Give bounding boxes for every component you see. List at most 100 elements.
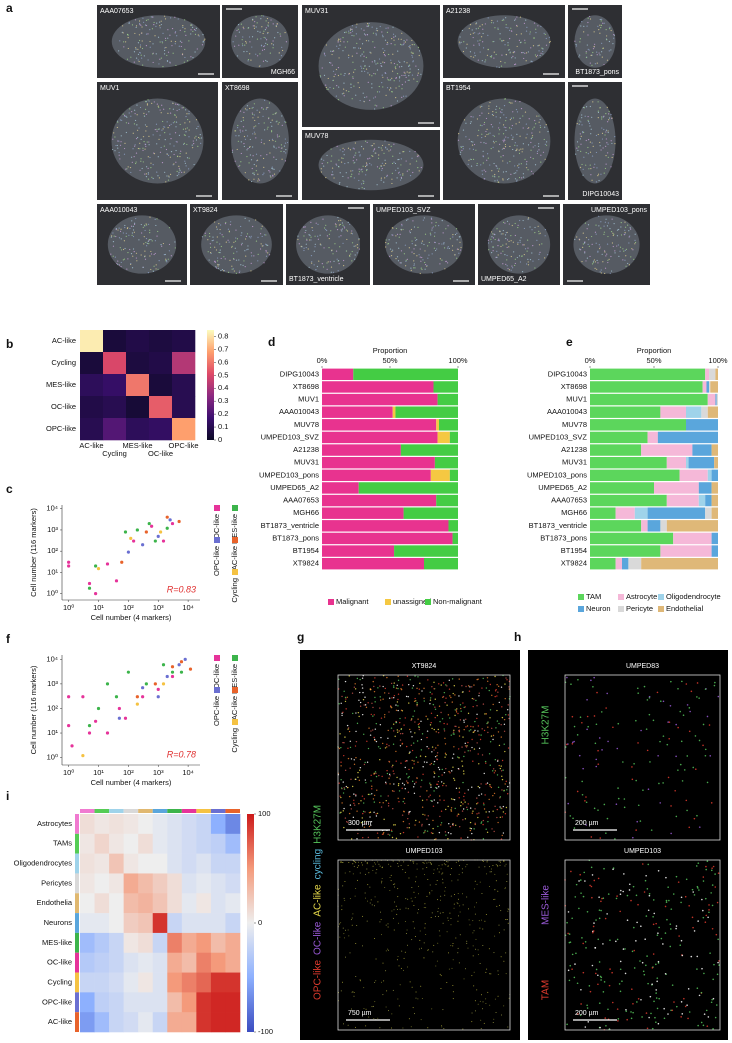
texture-dot (381, 180, 382, 181)
texture-dot (462, 782, 463, 783)
texture-dot (537, 45, 538, 46)
texture-dot (526, 167, 527, 168)
texture-dot (145, 109, 146, 110)
texture-dot (450, 833, 451, 834)
texture-dot (644, 938, 646, 940)
texture-dot (197, 126, 198, 127)
texture-dot (128, 48, 129, 49)
texture-dot (521, 52, 522, 53)
texture-dot (254, 103, 255, 104)
texture-dot (430, 884, 431, 885)
texture-dot (466, 943, 467, 944)
texture-dot (193, 140, 194, 141)
texture-dot (711, 867, 713, 869)
texture-dot (646, 915, 648, 917)
texture-dot (196, 128, 197, 129)
texture-dot (544, 33, 545, 34)
texture-dot (581, 722, 583, 724)
texture-dot (648, 909, 650, 911)
texture-dot (349, 224, 350, 225)
texture-dot (272, 175, 273, 176)
texture-dot (385, 55, 386, 56)
texture-dot (496, 54, 497, 55)
texture-dot (356, 925, 357, 926)
texture-dot (484, 808, 485, 809)
texture-dot (462, 893, 463, 894)
texture-dot (424, 250, 425, 251)
texture-dot (353, 162, 354, 163)
texture-dot (368, 794, 369, 795)
texture-dot (133, 236, 134, 237)
texture-dot (345, 770, 346, 771)
bar-segment (393, 406, 396, 417)
texture-dot (411, 939, 412, 940)
texture-dot (580, 121, 581, 122)
texture-dot (360, 800, 361, 801)
texture-dot (474, 888, 475, 889)
texture-dot (503, 811, 504, 812)
texture-dot (492, 114, 493, 115)
texture-dot (385, 40, 386, 41)
texture-dot (447, 225, 448, 226)
texture-dot (567, 933, 569, 935)
texture-dot (605, 832, 607, 834)
texture-dot (401, 88, 402, 89)
texture-dot (143, 227, 144, 228)
texture-dot (184, 172, 185, 173)
texture-dot (141, 55, 142, 56)
texture-dot (358, 716, 359, 717)
texture-dot (249, 146, 250, 147)
texture-dot (593, 677, 595, 679)
texture-dot (463, 721, 464, 722)
texture-dot (500, 865, 501, 866)
texture-dot (338, 270, 339, 271)
bar-segment (616, 507, 635, 518)
bar-segment (401, 444, 458, 455)
texture-dot (341, 230, 342, 231)
texture-dot (506, 27, 507, 28)
texture-dot (483, 162, 484, 163)
texture-dot (357, 723, 358, 724)
texture-dot (383, 52, 384, 53)
texture-dot (506, 54, 507, 55)
texture-dot (705, 898, 707, 900)
texture-dot (446, 861, 447, 862)
texture-dot (356, 24, 357, 25)
texture-dot (626, 249, 627, 250)
texture-dot (417, 676, 418, 677)
colorbar-tick-label: 0 (258, 918, 262, 927)
texture-dot (363, 51, 364, 52)
texture-dot (372, 729, 373, 730)
texture-dot (237, 127, 238, 128)
texture-dot (359, 168, 360, 169)
texture-dot (321, 168, 322, 169)
texture-dot (117, 145, 118, 146)
texture-dot (238, 24, 239, 25)
texture-dot (519, 40, 520, 41)
texture-dot (502, 233, 503, 234)
texture-dot (202, 44, 203, 45)
texture-dot (500, 808, 501, 809)
texture-dot (352, 98, 353, 99)
texture-dot (157, 269, 158, 270)
texture-dot (450, 918, 451, 919)
texture-dot (249, 53, 250, 54)
texture-dot (400, 763, 401, 764)
bar-segment (322, 470, 431, 481)
point (180, 660, 183, 663)
texture-dot (481, 728, 482, 729)
texture-dot (612, 726, 614, 728)
texture-dot (413, 53, 414, 54)
texture-dot (433, 749, 434, 750)
texture-dot (598, 101, 599, 102)
texture-dot (458, 861, 459, 862)
texture-dot (276, 121, 277, 122)
texture-dot (419, 796, 420, 797)
texture-dot (420, 931, 421, 932)
texture-dot (432, 912, 433, 913)
texture-dot (476, 28, 477, 29)
texture-dot (256, 165, 257, 166)
texture-dot (434, 248, 435, 249)
texture-dot (448, 714, 449, 715)
